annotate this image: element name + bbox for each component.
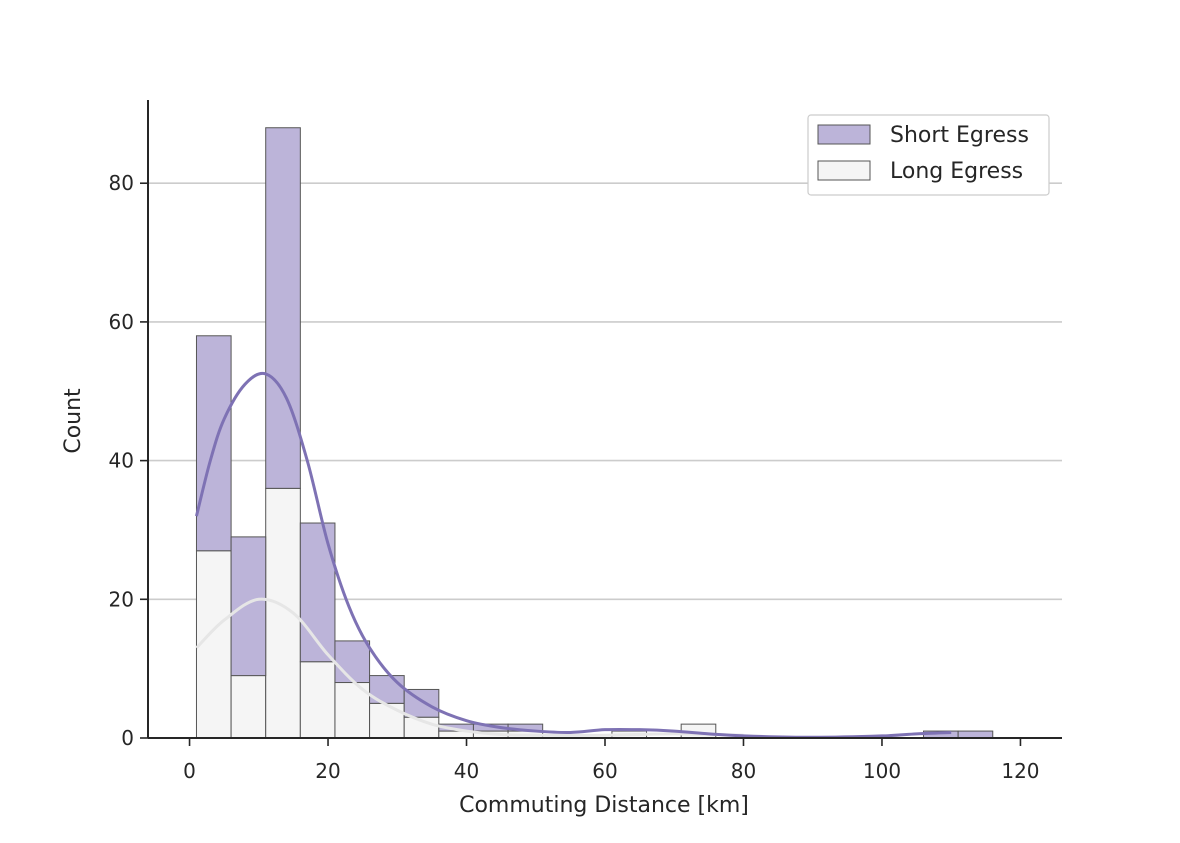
bar-short-egress-21: [334, 640, 371, 684]
bar-short-egress-1: [195, 335, 232, 552]
long-egress-bars: [195, 487, 717, 739]
kde-lines: [195, 371, 952, 739]
bar-short-egress-6: [230, 536, 267, 677]
kde-line-short-egress: [195, 371, 952, 739]
bar-short-egress-16: [299, 522, 336, 663]
legend-swatch-long-egress: [817, 160, 871, 181]
x-tick-label-60: 60: [592, 759, 617, 783]
x-tick-label-80: 80: [731, 759, 756, 783]
legend-label-long-egress: Long Egress: [890, 159, 1023, 184]
x-tick-label-120: 120: [1001, 759, 1039, 783]
x-tick-label-40: 40: [454, 759, 479, 783]
bar-long-egress-1: [195, 550, 232, 739]
bar-short-egress-11: [265, 127, 301, 489]
legend: Short Egress Long Egress: [807, 114, 1050, 196]
bar-long-egress-16: [299, 661, 336, 739]
x-tick-label-100: 100: [863, 759, 901, 783]
bar-long-egress-6: [230, 675, 267, 739]
legend-label-short-egress: Short Egress: [890, 123, 1029, 148]
y-tick-label-0: 0: [121, 726, 134, 750]
short-egress-bars: [195, 127, 994, 739]
x-tick-label-0: 0: [183, 759, 196, 783]
y-axis-label: Count: [61, 388, 86, 454]
y-tick-label-80: 80: [109, 171, 134, 195]
tick-labels: 0 20 40 60 80 100 120 0 20 40 60 80: [109, 171, 1040, 783]
y-tick-label-60: 60: [109, 310, 134, 334]
y-tick-label-40: 40: [109, 449, 134, 473]
kde-line-long-egress: [195, 597, 744, 737]
bar-short-egress-111: [957, 730, 994, 739]
x-axis-label: Commuting Distance [km]: [459, 793, 749, 818]
legend-swatch-short-egress: [817, 124, 871, 145]
bar-long-egress-26: [369, 702, 405, 739]
y-tick-label-20: 20: [109, 587, 134, 611]
x-tick-label-20: 20: [315, 759, 340, 783]
